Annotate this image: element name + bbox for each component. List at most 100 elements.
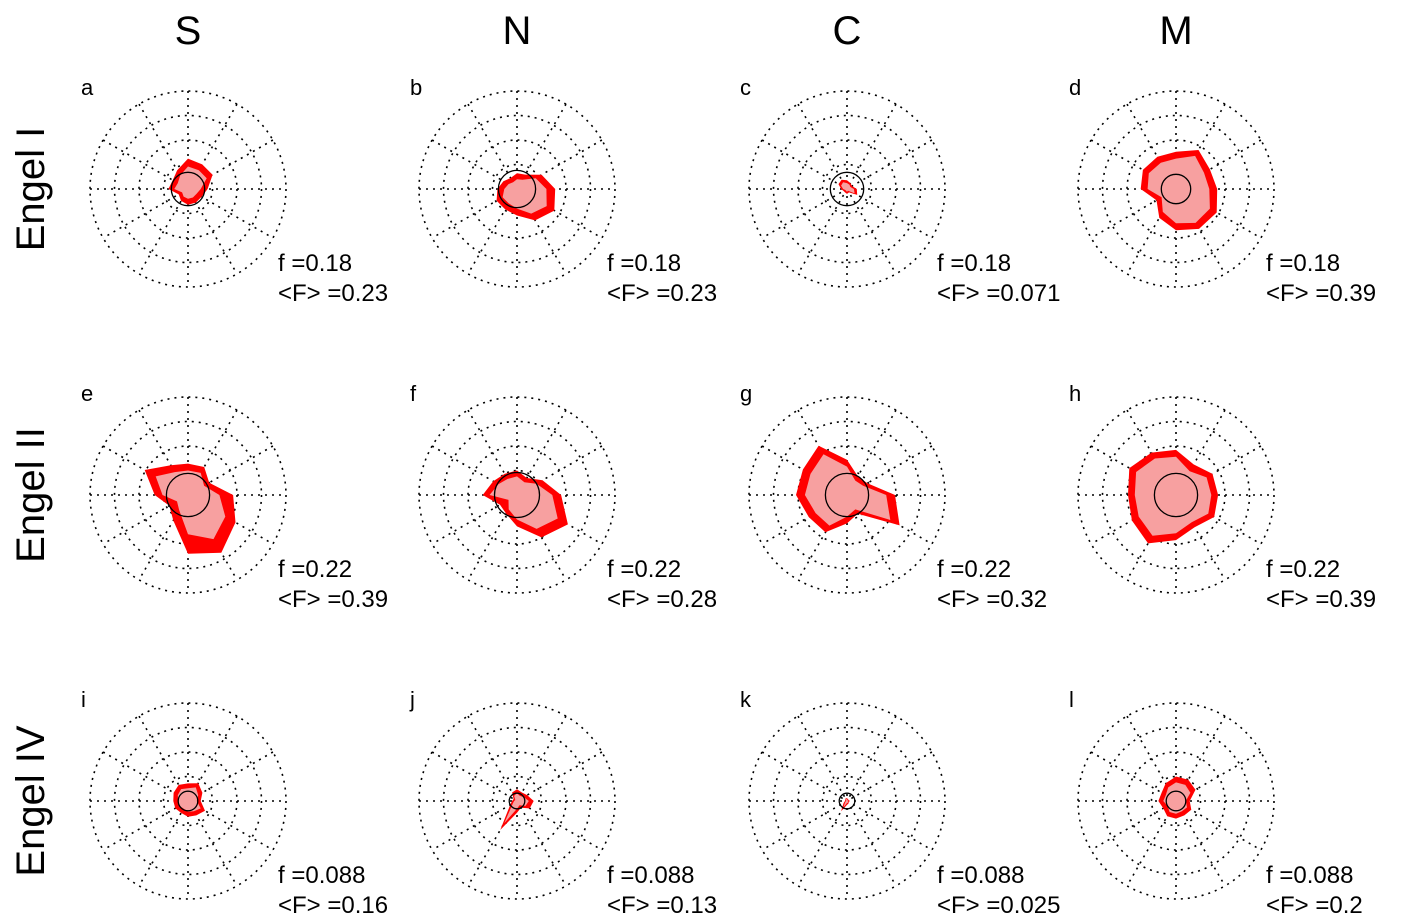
reference-circle — [508, 792, 526, 810]
stat-mean-f: <F> =0.2 — [1266, 892, 1363, 915]
grid-ring — [89, 90, 287, 288]
inner-polygon — [1134, 456, 1212, 536]
inner-polygon — [841, 182, 855, 194]
reference-circle — [497, 169, 537, 209]
polar-panel-d: d f =0.18 <F> =0.39 — [1069, 75, 1376, 307]
reference-circle — [493, 471, 541, 519]
panel-letter: k — [740, 687, 752, 712]
grid-ring — [89, 702, 287, 900]
reference-circle — [1153, 472, 1199, 518]
stat-mean-f: <F> =0.23 — [278, 280, 388, 307]
polar-panel-e: e f =0.22 <F> =0.39 — [81, 381, 388, 613]
inner-polygon — [1163, 782, 1191, 814]
grid-ring — [442, 420, 592, 570]
reference-circle — [1160, 173, 1192, 205]
panel-letter: j — [409, 687, 415, 712]
grid-ring — [772, 420, 922, 570]
stat-mean-f: <F> =0.39 — [278, 586, 388, 613]
panel-letter: b — [410, 75, 422, 100]
panel-letter: e — [81, 381, 93, 406]
stat-mean-f: <F> =0.025 — [937, 892, 1060, 915]
stat-mean-f: <F> =0.28 — [607, 586, 717, 613]
grid-ring — [162, 163, 214, 215]
polar-panel-i: i f =0.088 <F> =0.16 — [81, 687, 388, 915]
stat-f: f =0.088 — [1266, 862, 1353, 889]
stat-f: f =0.18 — [607, 250, 681, 277]
reference-circle — [165, 472, 211, 518]
grid-ring — [442, 114, 592, 264]
polar-panel-h: h f =0.22 <F> =0.39 — [1069, 381, 1376, 613]
stat-mean-f: <F> =0.071 — [937, 280, 1060, 307]
stat-f: f =0.22 — [278, 556, 352, 583]
reference-circle — [170, 171, 206, 207]
stat-mean-f: <F> =0.39 — [1266, 586, 1376, 613]
grid-ring — [1077, 90, 1275, 288]
inner-polygon — [155, 470, 226, 540]
grid-ring — [772, 726, 922, 876]
grid-ring — [162, 775, 214, 827]
column-title: M — [1159, 9, 1192, 53]
grid-ring — [418, 702, 616, 900]
reference-circle — [829, 171, 865, 207]
stat-mean-f: <F> =0.16 — [278, 892, 388, 915]
panel-letter: g — [740, 381, 752, 406]
row-title: Engel II — [9, 427, 53, 563]
stat-f: f =0.088 — [937, 862, 1024, 889]
grid-ring — [1077, 702, 1275, 900]
stat-f: f =0.088 — [278, 862, 365, 889]
grid-ring — [748, 702, 946, 900]
reference-circle — [838, 792, 856, 810]
row-title: Engel I — [9, 127, 53, 252]
inner-polygon — [843, 799, 849, 808]
column-title: S — [175, 9, 202, 53]
column-title: N — [503, 9, 532, 53]
stat-f: f =0.18 — [278, 250, 352, 277]
grid-ring — [1101, 726, 1251, 876]
polar-panels: a f =0.18 <F> =0.23 b f =0.18 <F> =0.23 c f =0.… — [81, 75, 1376, 915]
stat-f: f =0.22 — [1266, 556, 1340, 583]
reference-circle — [1165, 790, 1187, 812]
panel-letter: a — [81, 75, 94, 100]
stat-f: f =0.22 — [937, 556, 1011, 583]
grid-ring — [491, 775, 543, 827]
stat-f: f =0.18 — [1266, 250, 1340, 277]
panel-letter: l — [1069, 687, 1074, 712]
polar-panel-b: b f =0.18 <F> =0.23 — [410, 75, 717, 307]
grid-ring — [1150, 775, 1202, 827]
polar-panel-g: g f =0.22 <F> =0.32 — [740, 381, 1047, 613]
stat-f: f =0.088 — [607, 862, 694, 889]
grid-ring — [442, 726, 592, 876]
inner-polygon — [1147, 155, 1210, 224]
grid-ring — [821, 163, 873, 215]
panel-letter: i — [81, 687, 86, 712]
stat-mean-f: <F> =0.13 — [607, 892, 717, 915]
grid-ring — [748, 396, 946, 594]
polar-panel-f: f f =0.22 <F> =0.28 — [410, 381, 717, 613]
stat-mean-f: <F> =0.23 — [607, 280, 717, 307]
grid-ring — [89, 396, 287, 594]
polar-panel-j: j f =0.088 <F> =0.13 — [409, 687, 717, 915]
reference-circle — [824, 472, 870, 518]
grid-ring — [1077, 396, 1275, 594]
grid-ring — [772, 114, 922, 264]
panel-letter: f — [410, 381, 417, 406]
grid-ring — [1101, 114, 1251, 264]
grid-ring — [1101, 420, 1251, 570]
panel-letter: h — [1069, 381, 1081, 406]
polar-panel-k: k f =0.088 <F> =0.025 — [740, 687, 1060, 915]
row-titles: Engel I Engel II Engel IV — [9, 127, 53, 877]
stat-mean-f: <F> =0.39 — [1266, 280, 1376, 307]
grid-ring — [113, 726, 263, 876]
polar-panel-c: c f =0.18 <F> =0.071 — [740, 75, 1060, 307]
panel-letter: d — [1069, 75, 1081, 100]
inner-polygon — [174, 166, 207, 199]
stat-f: f =0.22 — [607, 556, 681, 583]
inner-polygon — [804, 454, 891, 526]
column-title: C — [833, 9, 862, 53]
stat-mean-f: <F> =0.32 — [937, 586, 1047, 613]
polar-panel-a: a f =0.18 <F> =0.23 — [81, 75, 388, 307]
grid-ring — [418, 396, 616, 594]
row-title: Engel IV — [9, 725, 53, 877]
